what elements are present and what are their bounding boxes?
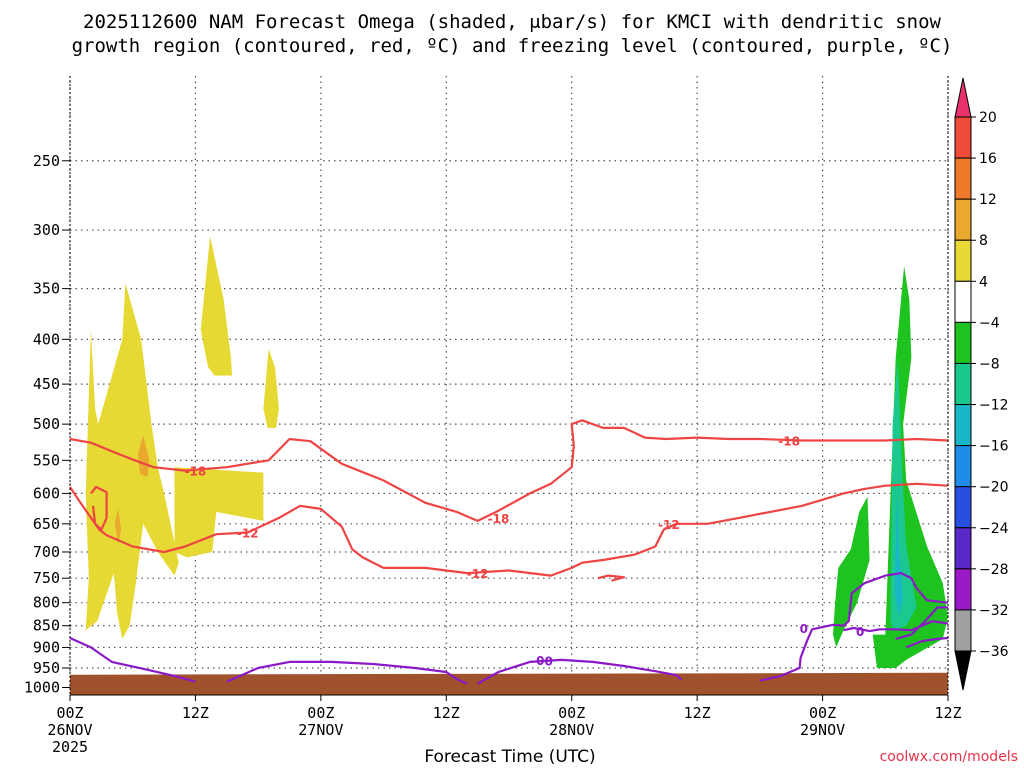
colorbar-label-4: 4 bbox=[979, 274, 988, 290]
omega-region-1 bbox=[174, 467, 264, 558]
y-tick-label-800: 800 bbox=[33, 594, 60, 612]
x-axis-label: Forecast Time (UTC) bbox=[424, 747, 595, 767]
y-tick-label-450: 450 bbox=[33, 375, 60, 393]
colorbar-swatch-8 bbox=[954, 445, 972, 488]
colorbar-bottom-arrow bbox=[954, 650, 972, 691]
colorbar-swatch-10 bbox=[954, 527, 972, 570]
y-tick-label-250: 250 bbox=[33, 152, 60, 170]
y-tick-label-850: 850 bbox=[33, 617, 60, 635]
y-tick-label-750: 750 bbox=[33, 569, 60, 587]
freezing-level-contour-12 bbox=[843, 620, 949, 633]
x-tick-label-6: 00Z bbox=[809, 704, 836, 722]
colorbar-swatch-0 bbox=[954, 116, 972, 159]
colorbar-swatch-2 bbox=[954, 198, 972, 241]
colorbar-label-10: −24 bbox=[979, 521, 1009, 537]
dendritic-contour-0 bbox=[69, 419, 949, 523]
dendritic-contour-7 bbox=[597, 574, 626, 582]
dendritic-contour-3-label: -12 bbox=[237, 526, 259, 540]
x-tick-label-0: 00Z bbox=[56, 704, 83, 722]
omega-region-5 bbox=[114, 508, 122, 544]
dendritic-contour-2-label: -18 bbox=[778, 434, 800, 448]
freezing-level-contour-12-label: 0 bbox=[856, 625, 864, 639]
dendritic-contour-3 bbox=[69, 482, 949, 577]
colorbar-swatch-3 bbox=[954, 239, 972, 282]
x-tick-date-4: 28NOV bbox=[549, 721, 594, 739]
colorbar-label-0: 20 bbox=[979, 110, 997, 126]
y-tick-label-350: 350 bbox=[33, 280, 60, 298]
colorbar-label-2: 12 bbox=[979, 192, 997, 208]
x-tick-label-2: 00Z bbox=[307, 704, 334, 722]
colorbar-label-6: −8 bbox=[979, 356, 1000, 372]
x-tick-label-4: 00Z bbox=[558, 704, 585, 722]
y-tick-label-500: 500 bbox=[33, 415, 60, 433]
colorbar-swatch-11 bbox=[954, 568, 972, 611]
omega-region-0 bbox=[85, 283, 179, 639]
chart-title-line-1: 2025112600 NAM Forecast Omega (shaded, μ… bbox=[83, 11, 941, 33]
freezing-level-contour-11-label: 0 bbox=[800, 622, 808, 636]
colorbar-swatch-9 bbox=[954, 486, 972, 529]
colorbar-label-12: −32 bbox=[979, 603, 1009, 619]
x-tick-date-2: 27NOV bbox=[298, 721, 343, 739]
colorbar-label-3: 8 bbox=[979, 233, 988, 249]
omega-shading bbox=[85, 236, 948, 668]
x-tick-label-5: 12Z bbox=[684, 704, 711, 722]
y-tick-label-650: 650 bbox=[33, 515, 60, 533]
y-tick-label-400: 400 bbox=[33, 330, 60, 348]
y-tick-label-700: 700 bbox=[33, 543, 60, 561]
colorbar-swatch-4 bbox=[954, 280, 972, 323]
colorbar-swatch-5 bbox=[954, 321, 972, 364]
x-tick-label-3: 12Z bbox=[433, 704, 460, 722]
omega-region-2 bbox=[200, 236, 232, 376]
x-tick-label-7: 12Z bbox=[934, 704, 961, 722]
dendritic-contour-6 bbox=[90, 485, 108, 531]
dendritic-contour-0-label: -18 bbox=[185, 465, 207, 479]
dendritic-contour-5-label: -12 bbox=[658, 518, 680, 532]
freezing-level-contour-8 bbox=[69, 636, 196, 683]
omega-region-7 bbox=[833, 496, 870, 648]
freezing-level-contour-10-label: 0 bbox=[545, 655, 553, 669]
y-tick-label-550: 550 bbox=[33, 451, 60, 469]
terrain-fill bbox=[70, 672, 948, 695]
colorbar-label-11: −28 bbox=[979, 562, 1009, 578]
omega-region-9 bbox=[894, 493, 904, 617]
colorbar-swatch-1 bbox=[954, 157, 972, 200]
colorbar-swatch-7 bbox=[954, 404, 972, 447]
x-tick-date-0: 26NOV bbox=[47, 721, 92, 739]
y-tick-label-900: 900 bbox=[33, 638, 60, 656]
freezing-level-contour-14 bbox=[905, 636, 949, 649]
dendritic-contour-1-label: -18 bbox=[488, 512, 510, 526]
terrain-below-ground bbox=[70, 672, 948, 695]
colorbar-label-9: −20 bbox=[979, 480, 1009, 496]
freezing-level-contour-13 bbox=[895, 606, 948, 640]
credit-text: coolwx.com/models bbox=[880, 749, 1018, 765]
x-tick-date-6: 29NOV bbox=[800, 721, 845, 739]
colorbar-label-5: −4 bbox=[979, 315, 1000, 331]
colorbar-label-1: 16 bbox=[979, 151, 997, 167]
colorbar-swatch-6 bbox=[954, 362, 972, 406]
freezing-level-contour-9 bbox=[226, 660, 468, 685]
x-tick-year-0: 2025 bbox=[52, 738, 88, 756]
omega-region-4 bbox=[137, 435, 150, 478]
x-tick-label-1: 12Z bbox=[182, 704, 209, 722]
colorbar-label-7: −12 bbox=[979, 398, 1009, 414]
colorbar-label-8: −16 bbox=[979, 439, 1009, 455]
y-axis-ticks: 250 300 350 400 450 500 550 600 650 700 750 800 850 9… bbox=[24, 152, 70, 696]
chart-title-line-2: growth region (contoured, red, ºC) and f… bbox=[72, 35, 953, 57]
freezing-level-contour-10 bbox=[477, 658, 683, 685]
colorbar-label-13: −36 bbox=[979, 644, 1009, 660]
plot-frame bbox=[69, 76, 949, 696]
colorbar: 20 16 12 8 4 −4 −8 −12 −16 −20 −24 −28 −32 −36 bbox=[954, 77, 1009, 691]
y-tick-label-600: 600 bbox=[33, 484, 60, 502]
dendritic-contour-4-label: -12 bbox=[467, 567, 489, 581]
y-tick-label-1000: 1000 bbox=[24, 678, 60, 696]
freezing-level-contour-11 bbox=[759, 571, 949, 682]
y-tick-label-950: 950 bbox=[33, 659, 60, 677]
y-tick-label-300: 300 bbox=[33, 221, 60, 239]
omega-region-3 bbox=[263, 348, 279, 428]
temperature-contours: -18-18-18-12-12-120 00 0 bbox=[69, 419, 949, 685]
colorbar-swatch-12 bbox=[954, 609, 972, 652]
